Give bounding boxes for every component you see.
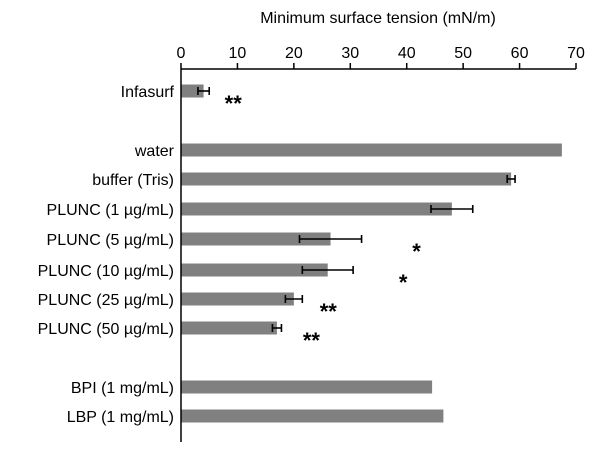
- bar: [181, 409, 444, 423]
- x-tick-label: 30: [341, 45, 359, 62]
- significance-marker: *: [399, 270, 408, 295]
- bar: [181, 380, 433, 394]
- x-axis-title: Minimum surface tension (mN/m): [260, 10, 496, 27]
- category-label: Infasurf: [121, 84, 175, 101]
- category-label: PLUNC (50 µg/mL): [38, 321, 174, 338]
- bars: [181, 84, 562, 423]
- category-label: PLUNC (5 µg/mL): [47, 232, 174, 249]
- significance-marker: **: [225, 91, 243, 116]
- bar: [181, 143, 562, 157]
- significance-marker: **: [320, 299, 338, 324]
- bar: [181, 202, 452, 216]
- category-label: PLUNC (1 µg/mL): [47, 202, 174, 219]
- significance-marker: *: [412, 239, 421, 264]
- bar: [181, 263, 328, 277]
- category-label: BPI (1 mg/mL): [71, 380, 174, 397]
- bar: [181, 232, 331, 246]
- significance-marker: **: [303, 328, 321, 353]
- x-tick-label: 60: [511, 45, 529, 62]
- x-tick-label: 20: [285, 45, 303, 62]
- category-label: PLUNC (25 µg/mL): [38, 292, 174, 309]
- x-tick-label: 70: [567, 45, 585, 62]
- x-tick-label: 50: [454, 45, 472, 62]
- category-label: PLUNC (10 µg/mL): [38, 263, 174, 280]
- category-label: water: [134, 143, 175, 160]
- bar: [181, 321, 277, 335]
- bar: [181, 172, 512, 186]
- bar: [181, 292, 294, 306]
- x-tick-label: 10: [229, 45, 247, 62]
- significance-markers: ********: [225, 91, 422, 353]
- category-label: LBP (1 mg/mL): [67, 409, 174, 426]
- category-labels: Infasurf water buffer (Tris) PLUNC (1 µg/mL…: [38, 84, 175, 426]
- x-axis-ticks: 0 10 20 30 40 50 60 70: [177, 45, 585, 69]
- x-tick-label: 0: [177, 45, 186, 62]
- category-label: buffer (Tris): [92, 172, 174, 189]
- x-tick-label: 40: [398, 45, 416, 62]
